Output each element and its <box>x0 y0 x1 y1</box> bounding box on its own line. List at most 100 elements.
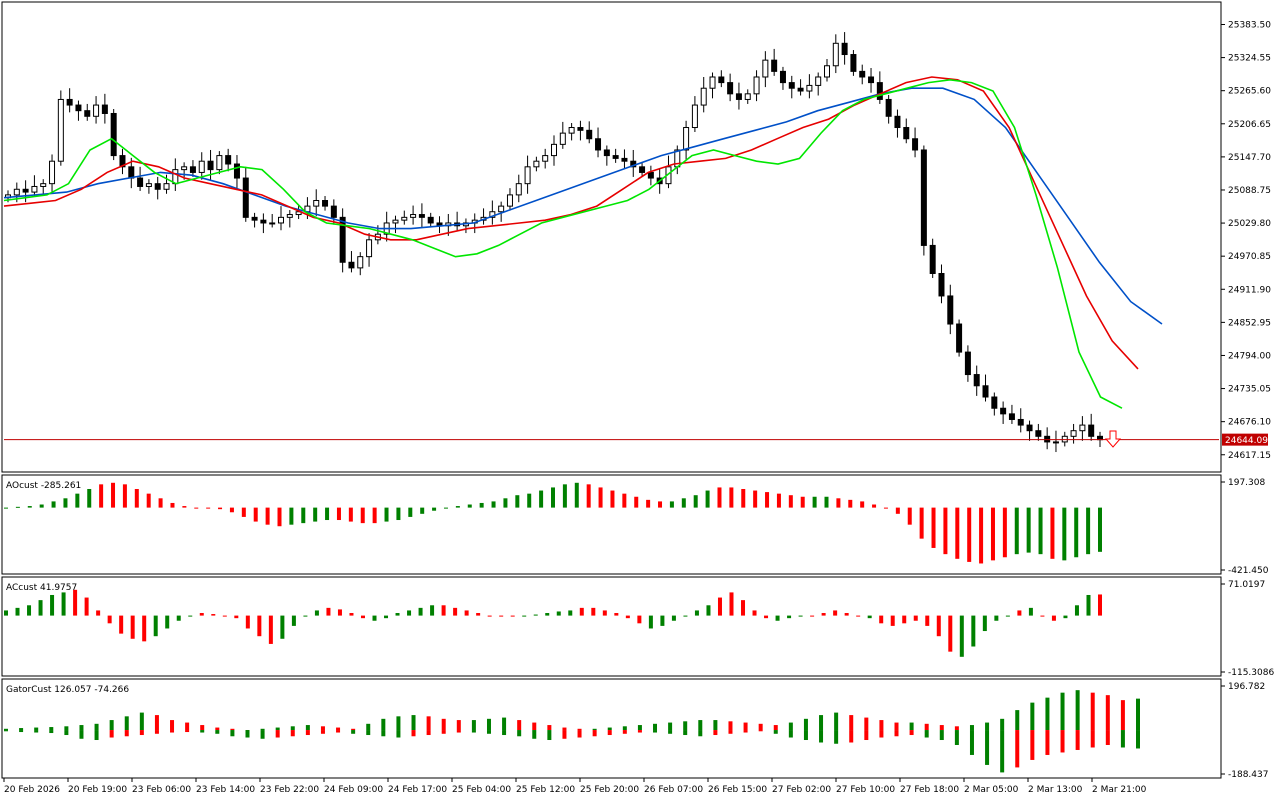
accust-bar <box>142 615 147 642</box>
candle-body <box>313 200 320 207</box>
accust-bar <box>303 615 308 617</box>
candle-body <box>894 115 901 129</box>
accust-bar <box>349 613 354 616</box>
candle-body <box>533 160 540 168</box>
gatorcust-upper-bar <box>290 726 295 731</box>
candle-body <box>330 205 337 218</box>
x-tick-label: 25 Feb 20:00 <box>580 785 639 795</box>
gatorcust-lower-bar <box>290 730 295 737</box>
aocust-bar <box>408 507 413 517</box>
gatorcust-upper-bar <box>305 725 310 731</box>
gatorcust-lower-bar <box>879 730 884 738</box>
aocust-bar <box>741 488 746 508</box>
candle-body <box>718 76 725 84</box>
accust-bar <box>314 610 319 616</box>
accust-bar <box>948 615 953 652</box>
aocust-bar <box>836 498 841 508</box>
gatorcust-upper-bar <box>502 717 507 731</box>
gatorcust-y-tick-label: 196.782 <box>1228 682 1265 692</box>
aocust-bar <box>182 506 187 508</box>
candle-body <box>242 177 249 218</box>
candle-body <box>524 166 531 185</box>
candle-body <box>709 76 716 89</box>
candle-body <box>119 155 126 168</box>
accust-bar <box>1040 615 1045 617</box>
candle-body <box>278 216 284 224</box>
axis-layer: 25383.50 25324.55 25265.60 25206.65 25147.70… <box>3 20 1274 795</box>
gatorcust-upper-bar <box>577 728 582 731</box>
gatorcust-lower-bar <box>668 730 673 734</box>
gatorcust-upper-bar <box>909 722 914 731</box>
candle-body <box>735 93 742 100</box>
candle-body <box>577 127 584 131</box>
gatorcust-upper-bar <box>275 727 280 731</box>
candle-body <box>964 351 971 376</box>
aocust-bar <box>990 507 995 561</box>
gatorcust-upper-bar <box>1090 692 1095 731</box>
gatorcust-lower-bar <box>1030 730 1035 760</box>
aocust-bar <box>919 507 924 539</box>
x-tick-label: 27 Feb 02:00 <box>772 785 831 795</box>
gatorcust-lower-bar <box>894 730 899 737</box>
gatorcust-upper-bar <box>849 715 854 731</box>
gatorcust-upper-bar <box>1045 697 1050 731</box>
candle-body <box>595 138 602 151</box>
accust-bar <box>384 615 389 619</box>
candle-body <box>339 216 346 263</box>
aocust-bar <box>634 496 639 508</box>
accust-bar <box>176 615 181 621</box>
gatorcust-lower-bar <box>592 730 597 737</box>
accust-bar <box>936 615 941 637</box>
gatorcust-upper-bar <box>49 727 54 731</box>
gatorcust-lower-bar <box>1105 730 1110 745</box>
candle-body <box>401 216 408 221</box>
aocust-bar <box>206 507 211 509</box>
gatorcust-lower-bar <box>351 730 356 734</box>
indicator-layer <box>4 482 1140 773</box>
accust-bar <box>464 610 469 616</box>
candle-body <box>84 110 91 117</box>
price-y-tick-label: 25088.75 <box>1228 186 1271 196</box>
candle-body <box>542 155 549 162</box>
candle-body <box>427 216 434 224</box>
gatorcust-upper-bar <box>547 725 552 731</box>
accust-bar <box>441 605 446 616</box>
accust-bar <box>1017 610 1022 616</box>
candle-body <box>233 163 240 179</box>
price-y-tick-label: 25265.60 <box>1228 87 1271 97</box>
accust-bar <box>1063 615 1068 619</box>
aocust-bar <box>27 506 32 508</box>
aocust-bar <box>4 507 8 509</box>
gatorcust-lower-bar <box>411 730 416 737</box>
candle-body <box>498 205 505 213</box>
gatorcust-upper-bar <box>728 721 733 731</box>
candle-body <box>753 76 760 95</box>
gatorcust-lower-bar <box>517 730 522 737</box>
candle-body <box>559 132 566 145</box>
aocust-bar <box>467 504 472 508</box>
accust-bar <box>545 613 550 616</box>
gatorcust-lower-bar <box>245 730 250 738</box>
aocust-bar <box>562 484 567 508</box>
gatorcust-upper-bar <box>94 723 99 731</box>
price-y-tick-label: 24970.85 <box>1228 252 1271 262</box>
gatorcust-lower-bar <box>637 730 642 733</box>
gatorcust-upper-bar <box>1000 718 1005 731</box>
accust-bar <box>50 594 55 616</box>
aocust-bar <box>515 495 520 508</box>
price-y-tick-label: 24794.00 <box>1228 351 1271 361</box>
candle-body <box>551 143 557 157</box>
aocust-bar <box>39 504 44 508</box>
accust-bar <box>810 615 815 617</box>
aocust-bar <box>979 507 984 564</box>
accust-bar <box>130 615 135 639</box>
gatorcust-upper-bar <box>894 722 899 731</box>
candle-body <box>612 155 619 159</box>
aocust-bar <box>610 490 615 508</box>
accust-bar <box>234 615 239 619</box>
aocust-bar <box>622 493 627 508</box>
aocust-bar <box>693 495 698 508</box>
aocust-bar <box>325 507 330 521</box>
candle-body <box>788 82 795 89</box>
